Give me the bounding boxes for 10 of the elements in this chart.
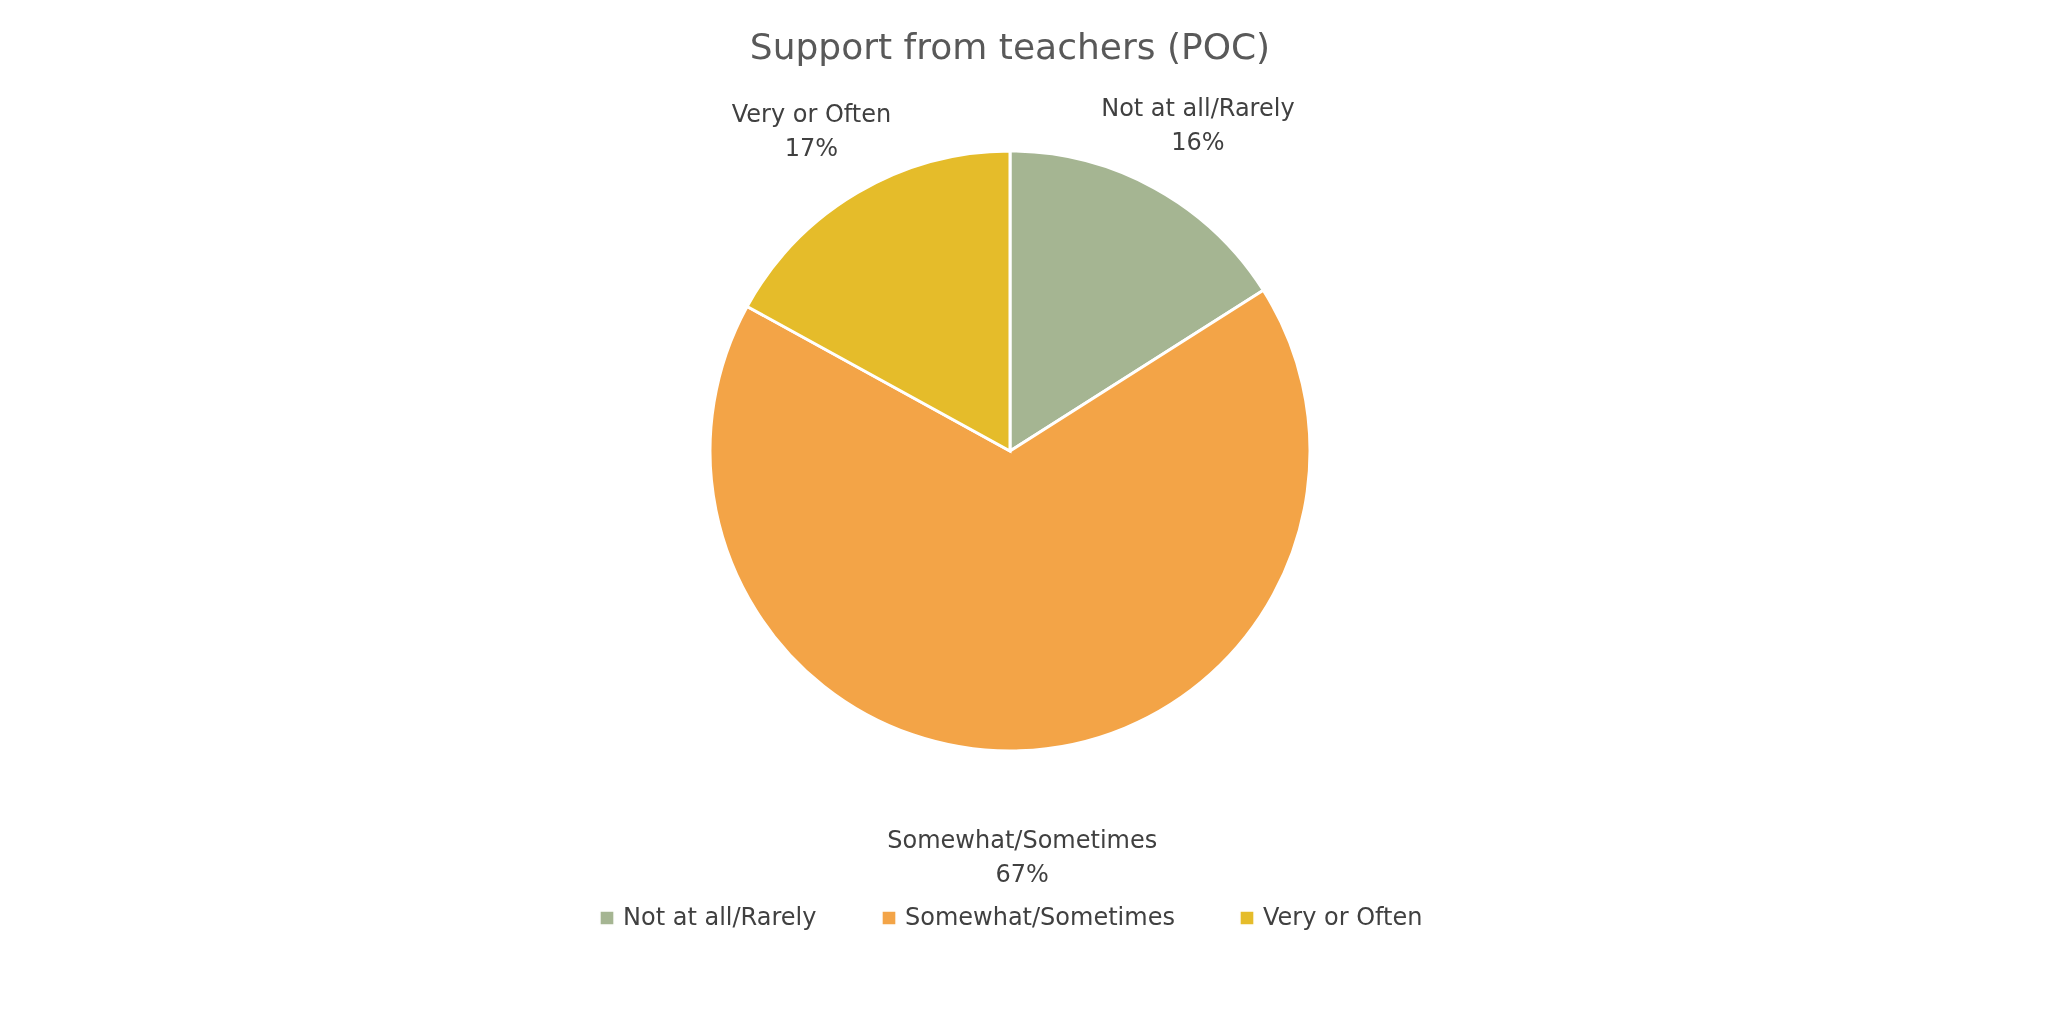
slice-label: Not at all/Rarely bbox=[1101, 94, 1295, 123]
slice-label: Very or Often bbox=[731, 100, 892, 129]
data-label: 16% bbox=[1171, 128, 1225, 157]
legend-label: Very or Often bbox=[1263, 903, 1423, 931]
chart-title: Support from teachers (POC) bbox=[749, 26, 1271, 68]
data-label: 17% bbox=[784, 134, 839, 163]
legend-label: Somewhat/Sometimes bbox=[905, 903, 1175, 931]
legend-label: Not at all/Rarely bbox=[623, 903, 817, 931]
slice-label: Somewhat/Sometimes bbox=[887, 825, 1158, 854]
data-label: 67% bbox=[995, 859, 1049, 888]
